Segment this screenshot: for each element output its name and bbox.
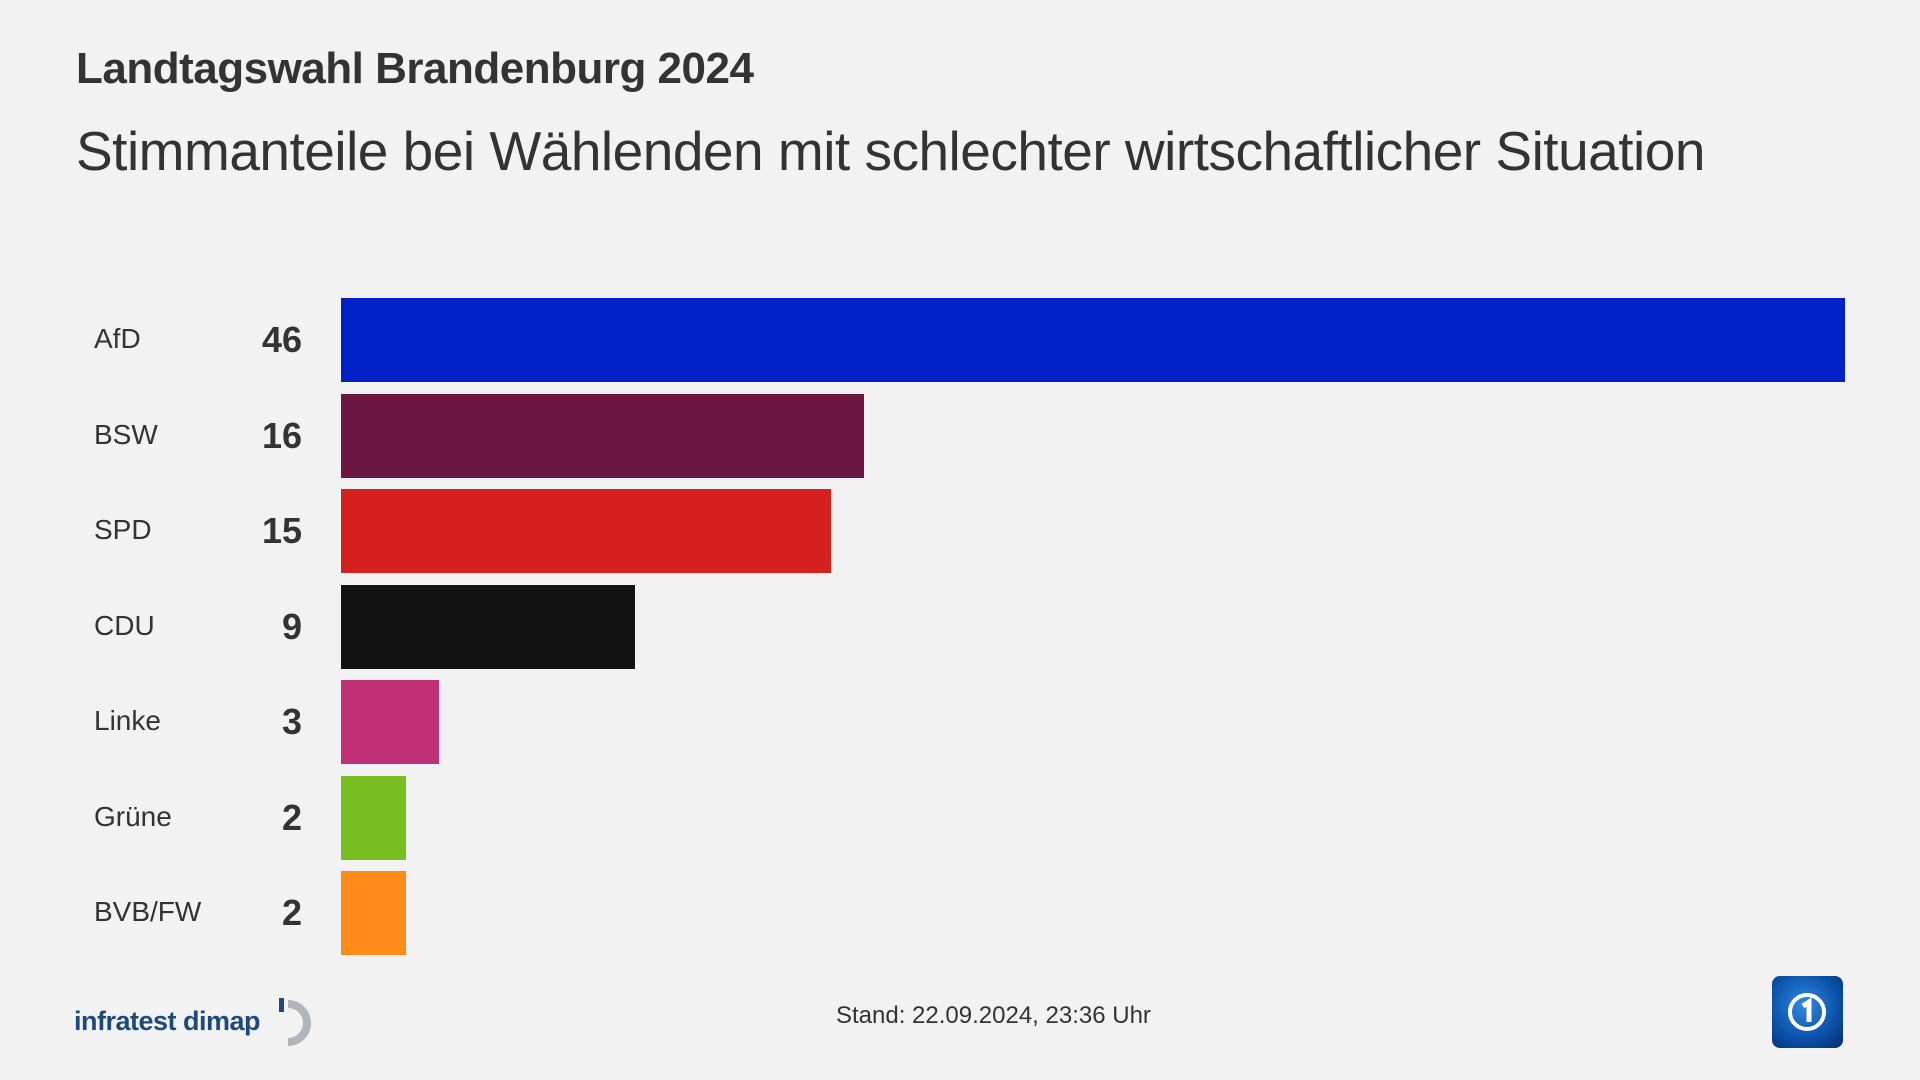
value-label: 16 xyxy=(261,414,302,456)
bar-bsw xyxy=(341,393,865,478)
bar-linke xyxy=(341,680,440,764)
infratest-dimap-logo: infratest dimap xyxy=(74,996,320,1046)
value-label: 9 xyxy=(281,605,302,647)
bar-bvb-fw xyxy=(341,871,407,955)
infratest-dimap-mark-icon xyxy=(279,998,311,1046)
category-label: Linke xyxy=(94,705,161,736)
bar-gr-ne xyxy=(341,775,407,860)
value-label: 15 xyxy=(261,510,302,551)
chart-title: Landtagswahl Brandenburg 2024 xyxy=(76,44,754,93)
value-label: 2 xyxy=(281,796,302,838)
category-label: AfD xyxy=(94,323,141,354)
bar-spd xyxy=(341,489,832,573)
category-label: BSW xyxy=(94,418,158,450)
value-label: 2 xyxy=(281,892,302,933)
category-label: CDU xyxy=(94,609,155,641)
ard-logo-icon xyxy=(1772,976,1843,1048)
infratest-dimap-logo-text: infratest dimap xyxy=(74,1005,261,1036)
value-label: 3 xyxy=(281,701,302,742)
category-label: SPD xyxy=(94,514,152,545)
category-label: BVB/FW xyxy=(94,896,202,927)
value-label: 46 xyxy=(261,319,302,360)
timestamp: Stand: 22.09.2024, 23:36 Uhr xyxy=(836,1002,1151,1029)
bar-afd xyxy=(341,298,1845,382)
category-label: Grüne xyxy=(94,800,172,832)
bar-chart: AfD 46 BSW 16 SPD 15 CDU 9 Linke 3 Grüne 2 BVB/FW 2 xyxy=(94,298,1845,955)
chart-subtitle: Stimmanteile bei Wählenden mit schlechte… xyxy=(76,120,1705,182)
bar-cdu xyxy=(341,584,636,669)
